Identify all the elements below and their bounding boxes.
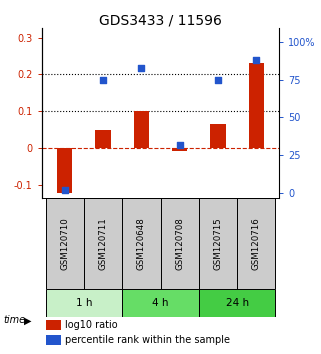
Bar [160,198,199,289]
Text: GSM120716: GSM120716 [252,217,261,270]
Bar [47,335,61,346]
Text: GSM120711: GSM120711 [99,217,108,270]
Point [139,65,144,70]
Text: 24 h: 24 h [226,298,249,308]
Text: GSM120715: GSM120715 [213,217,222,270]
Text: ▶: ▶ [24,315,31,325]
Bar [249,63,264,148]
Bar [199,289,275,316]
Text: GSM120708: GSM120708 [175,217,184,270]
Bar [95,130,111,148]
Text: percentile rank within the sample: percentile rank within the sample [65,335,230,345]
Bar [199,198,237,289]
Text: 1 h: 1 h [76,298,92,308]
Bar [210,124,226,148]
Point [62,187,67,193]
Point [215,77,221,82]
Point [100,77,106,82]
Text: log10 ratio: log10 ratio [65,320,118,330]
Title: GDS3433 / 11596: GDS3433 / 11596 [99,13,222,27]
Bar [84,198,122,289]
Point [254,57,259,63]
Bar [46,198,84,289]
Text: GSM120648: GSM120648 [137,217,146,270]
Bar [134,111,149,148]
Bar [237,198,275,289]
Bar [172,148,187,151]
Bar [46,289,122,316]
Bar [57,148,72,193]
Point [177,142,182,148]
Bar [47,320,61,330]
Text: 4 h: 4 h [152,298,169,308]
Bar [122,289,199,316]
Text: time: time [3,315,25,325]
Bar [122,198,160,289]
Text: GSM120710: GSM120710 [60,217,69,270]
